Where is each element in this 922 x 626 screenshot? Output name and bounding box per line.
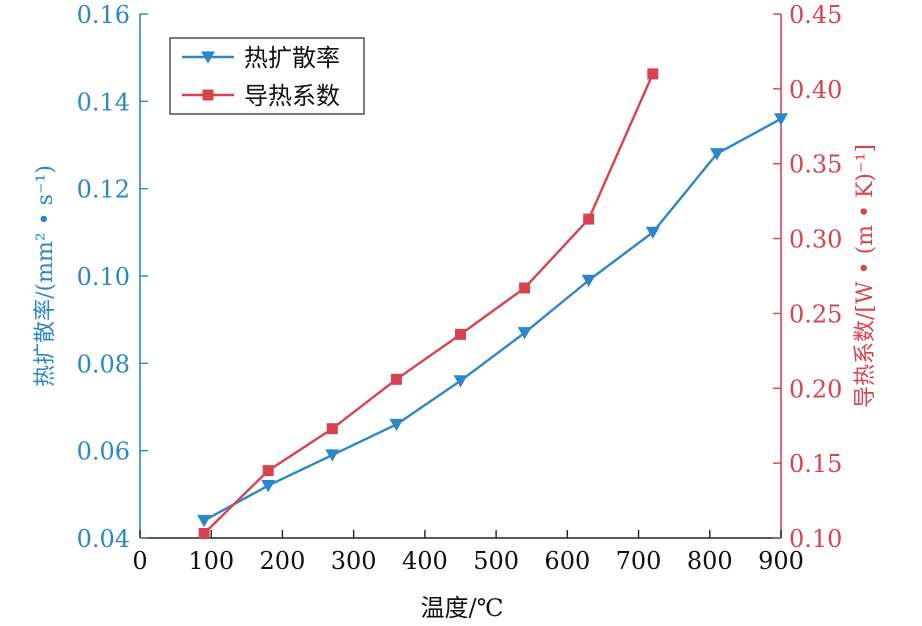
data-point xyxy=(519,282,531,294)
legend-marker xyxy=(201,51,215,64)
y-right-tick-label: 0.35 xyxy=(789,151,842,179)
data-point xyxy=(197,514,212,528)
y-right-tick-label: 0.40 xyxy=(789,76,842,104)
x-axis-label: 温度/℃ xyxy=(421,594,504,622)
data-point xyxy=(453,375,468,388)
x-tick-label: 600 xyxy=(544,547,590,575)
y-left-tick-label: 0.10 xyxy=(77,263,130,291)
y-right-tick-label: 0.45 xyxy=(789,1,842,29)
axes: 0 100 200 300 400 500 600 700 800 900 0.04 0.06 0.08… xyxy=(77,1,843,575)
y-right-tick-label: 0.10 xyxy=(789,525,842,553)
y-left-tick-label: 0.06 xyxy=(77,438,130,466)
x-tick-label: 700 xyxy=(616,547,662,575)
series-line-1 xyxy=(203,117,782,522)
y-left-tick-label: 0.12 xyxy=(77,176,130,204)
y-right-tick-label: 0.15 xyxy=(789,450,842,478)
x-tick-label: 200 xyxy=(260,547,306,575)
y-left-tick-label: 0.08 xyxy=(77,350,130,378)
series-1 xyxy=(197,113,788,528)
data-point xyxy=(647,68,659,80)
legend-label: 导热系数 xyxy=(244,82,340,110)
x-tick-label: 400 xyxy=(402,547,448,575)
data-point xyxy=(709,148,724,161)
legend-marker xyxy=(202,89,214,101)
data-point xyxy=(262,465,274,477)
series-line-2 xyxy=(203,73,654,535)
data-point xyxy=(645,226,660,239)
x-tick-label: 300 xyxy=(331,547,377,575)
data-point xyxy=(325,449,340,462)
legend-box xyxy=(169,37,365,115)
x-tick-label: 500 xyxy=(473,547,519,575)
x-tick-label: 900 xyxy=(758,547,804,575)
x-tick-label: 800 xyxy=(687,547,733,575)
y-left-tick-label: 0.04 xyxy=(77,525,130,553)
data-point xyxy=(581,274,596,288)
x-tick-label: 100 xyxy=(188,547,234,575)
y-left-tick-label: 0.14 xyxy=(77,88,130,116)
data-point xyxy=(583,213,595,225)
y-right-tick-label: 0.30 xyxy=(789,226,842,254)
series-layer xyxy=(197,68,788,540)
y-right-tick-label: 0.25 xyxy=(789,300,842,328)
x-tick-label: 0 xyxy=(132,547,147,575)
series-2 xyxy=(198,68,659,540)
data-point xyxy=(261,480,276,493)
y-right-axis-label: 导热系数/[W • (m • K)⁻¹] xyxy=(853,144,878,408)
data-point xyxy=(774,113,788,126)
data-point xyxy=(390,373,402,385)
y-left-tick-label: 0.16 xyxy=(77,1,130,29)
y-right-tick-label: 0.20 xyxy=(789,375,842,403)
legend-label: 热扩散率 xyxy=(244,44,340,72)
y-left-axis-label: 热扩散率/(mm² • s⁻¹) xyxy=(33,165,58,387)
data-point xyxy=(326,423,338,435)
data-point xyxy=(517,327,532,340)
data-point xyxy=(198,528,210,540)
data-point xyxy=(389,418,404,432)
data-point xyxy=(455,328,466,340)
